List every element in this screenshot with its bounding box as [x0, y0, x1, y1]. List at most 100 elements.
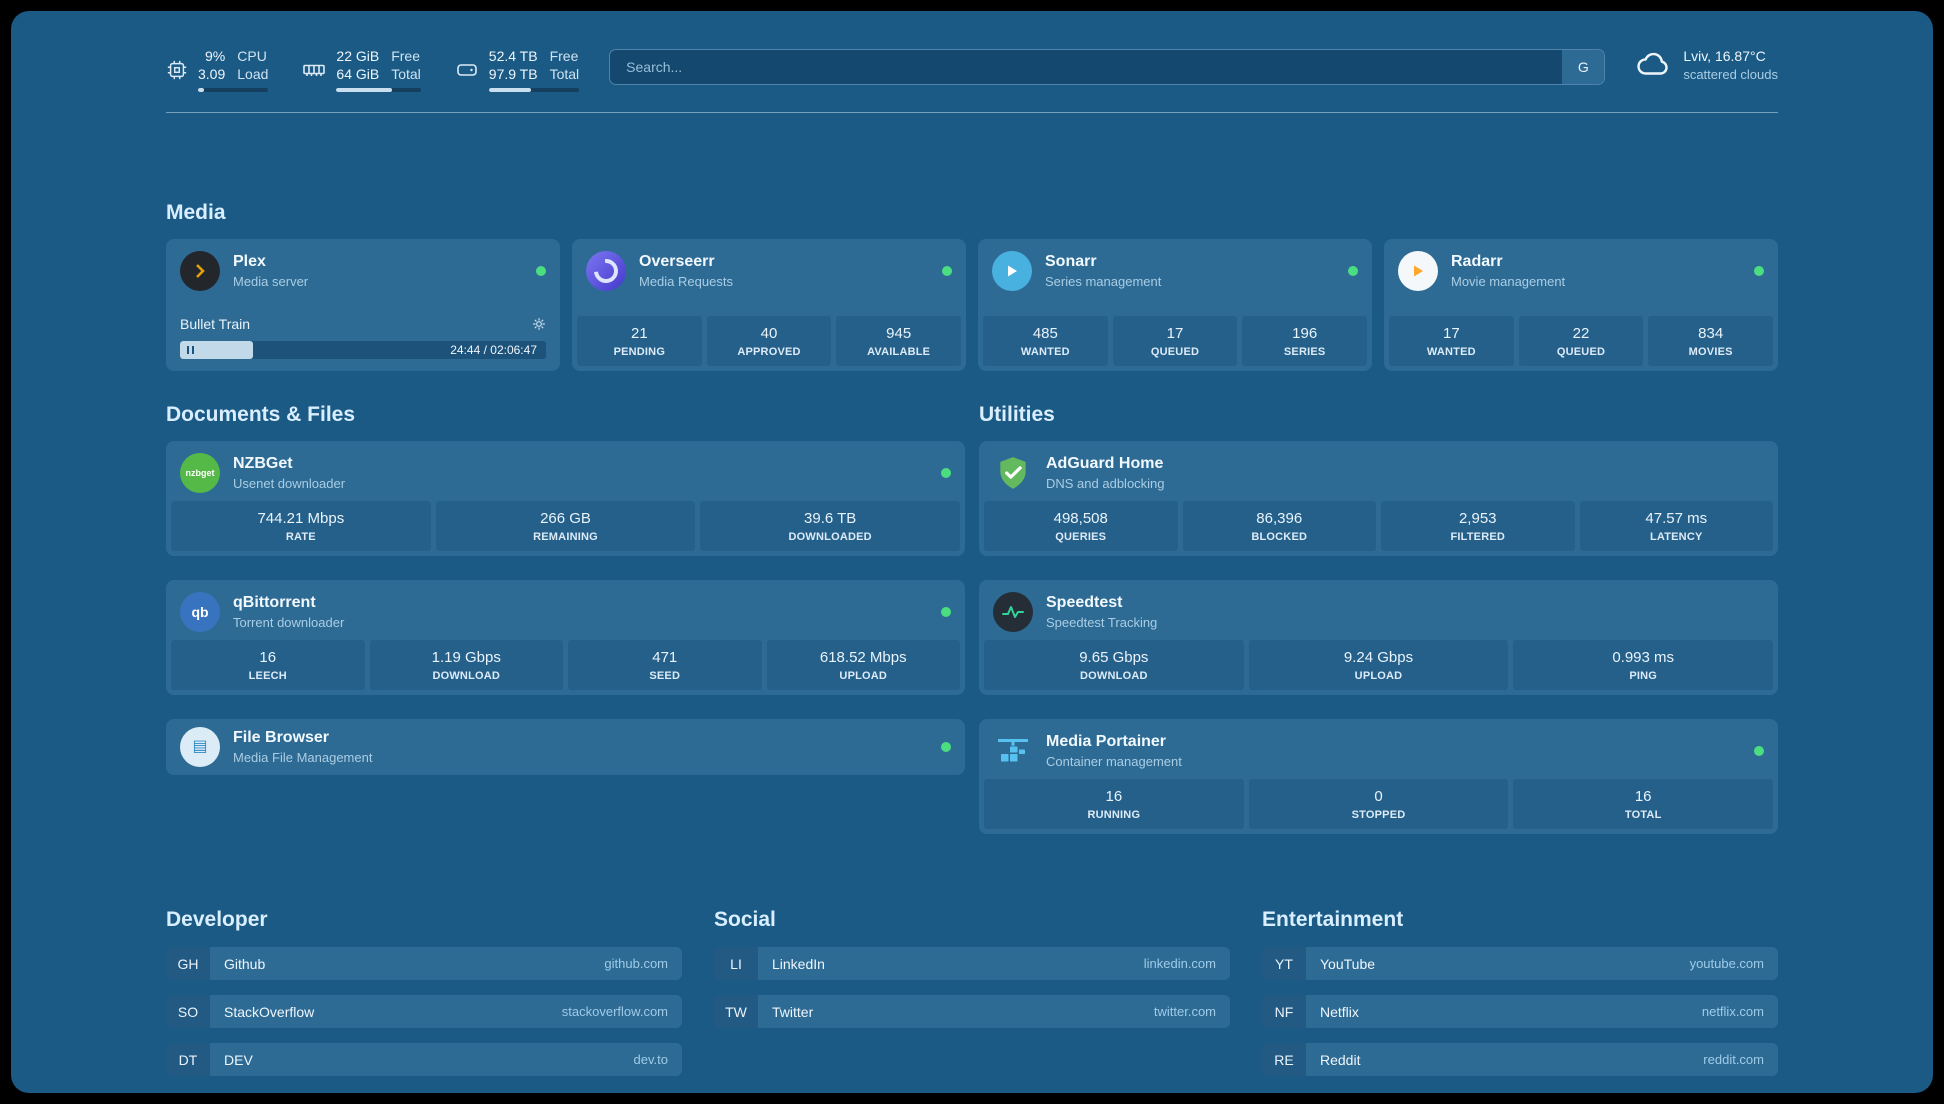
- bookmark-twitter[interactable]: TW Twitter twitter.com: [714, 995, 1230, 1029]
- service-title: qBittorrent: [233, 594, 316, 612]
- plex-now-playing: Bullet Train 24:44 / 02:06:47: [166, 316, 560, 371]
- media-grid: Plex Media server Bullet Train: [166, 239, 1778, 372]
- playback-time: 24:44 / 02:06:47: [450, 343, 537, 358]
- section-title-entertainment: Entertainment: [1262, 908, 1404, 932]
- bookmark-linkedin[interactable]: LI LinkedIn linkedin.com: [714, 947, 1230, 981]
- service-title: NZBGet: [233, 455, 293, 473]
- service-title: Speedtest: [1046, 594, 1123, 612]
- service-title: Media Portainer: [1046, 733, 1167, 751]
- disk-values: 52.4 TB 97.9 TB: [488, 48, 538, 83]
- service-card-portainer[interactable]: Media Portainer Container management 16 …: [979, 719, 1778, 835]
- cpu-widget: 9% 3.09 CPU Load: [166, 47, 269, 93]
- bookmark-domain: youtube.com: [1689, 956, 1764, 972]
- bookmark-name: Netflix: [1320, 1003, 1359, 1020]
- service-card-radarr[interactable]: Radarr Movie management 17 WANTED 22 QUE…: [1384, 239, 1778, 372]
- stats-row: 16 LEECH 1.19 Gbps DOWNLOAD 471 SEED 6: [166, 640, 965, 695]
- bookmark-group-social: Social LI LinkedIn linkedin.com TW Twitt…: [714, 908, 1230, 1076]
- overseerr-icon: [586, 251, 626, 292]
- stat-approved: 40 APPROVED: [706, 316, 832, 367]
- bookmark-name: Reddit: [1320, 1051, 1361, 1068]
- now-playing-title: Bullet Train: [180, 316, 251, 333]
- status-dot: [942, 266, 952, 277]
- service-card-sonarr[interactable]: Sonarr Series management 485 WANTED 17 Q…: [978, 239, 1372, 372]
- stat-running: 16 RUNNING: [984, 779, 1244, 830]
- service-card-qbittorrent[interactable]: qb qBittorrent Torrent downloader 16 LEE…: [166, 580, 965, 696]
- bookmark-abbr: YT: [1262, 947, 1306, 981]
- bookmark-dev[interactable]: DT DEV dev.to: [166, 1043, 682, 1077]
- cloud-icon: [1635, 48, 1671, 83]
- bookmark-abbr: RE: [1262, 1043, 1306, 1077]
- bookmark-youtube[interactable]: YT YouTube youtube.com: [1262, 947, 1778, 981]
- qbittorrent-icon-text: qb: [191, 604, 209, 621]
- bookmark-domain: github.com: [604, 956, 668, 972]
- status-dot: [536, 266, 546, 277]
- service-subtitle: Media File Management: [233, 750, 373, 766]
- service-subtitle: Movie management: [1451, 274, 1566, 290]
- stat-total: 16 TOTAL: [1513, 779, 1774, 830]
- bookmark-abbr: DT: [166, 1043, 210, 1077]
- bookmark-abbr: TW: [714, 995, 758, 1029]
- bookmark-domain: reddit.com: [1703, 1052, 1764, 1068]
- stat-remaining: 266 GB REMAINING: [435, 501, 696, 552]
- weather-widget[interactable]: Lviv, 16.87°C scattered clouds: [1635, 47, 1778, 83]
- bookmark-name: YouTube: [1320, 955, 1376, 972]
- cpu-icon: [166, 59, 188, 81]
- resource-widgets: 9% 3.09 CPU Load: [166, 47, 580, 93]
- gear-icon[interactable]: [532, 317, 546, 331]
- service-subtitle: Usenet downloader: [233, 476, 346, 492]
- stat-ping: 0.993 ms PING: [1513, 640, 1774, 691]
- memory-icon: [302, 58, 326, 82]
- bookmark-domain: dev.to: [633, 1052, 668, 1068]
- memory-values: 22 GiB 64 GiB: [336, 48, 380, 83]
- nzbget-icon-text: nzbget: [185, 468, 215, 479]
- stat-download: 1.19 Gbps DOWNLOAD: [369, 640, 563, 691]
- stat-movies: 834 MOVIES: [1648, 316, 1774, 367]
- service-card-speedtest[interactable]: Speedtest Speedtest Tracking 9.65 Gbps D…: [979, 580, 1778, 696]
- service-title: Overseerr: [639, 253, 715, 271]
- bookmark-netflix[interactable]: NF Netflix netflix.com: [1262, 995, 1778, 1029]
- bookmark-group-developer: Developer GH Github github.com SO StackO…: [166, 908, 682, 1077]
- portainer-icon: [993, 731, 1033, 771]
- service-card-adguard[interactable]: AdGuard Home DNS and adblocking 498,508 …: [979, 441, 1778, 557]
- bookmark-name: Twitter: [772, 1003, 814, 1020]
- stat-stopped: 0 STOPPED: [1248, 779, 1509, 830]
- search-provider-button[interactable]: G: [1562, 50, 1605, 84]
- stats-row: 16 RUNNING 0 STOPPED 16 TOTAL: [979, 779, 1778, 834]
- stat-upload: 9.24 Gbps UPLOAD: [1248, 640, 1509, 691]
- bookmark-group-entertainment: Entertainment YT YouTube youtube.com NF …: [1262, 908, 1778, 1077]
- service-subtitle: Speedtest Tracking: [1046, 615, 1158, 631]
- stat-queries: 498,508 QUERIES: [984, 501, 1178, 552]
- bookmark-stackoverflow[interactable]: SO StackOverflow stackoverflow.com: [166, 995, 682, 1029]
- status-dot: [1348, 266, 1358, 277]
- status-dot: [941, 607, 951, 618]
- stat-blocked: 86,396 BLOCKED: [1182, 501, 1376, 552]
- service-card-filebrowser[interactable]: ▤ File Browser Media File Management: [166, 719, 965, 776]
- service-title: Plex: [233, 253, 266, 271]
- weather-location: Lviv, 16.87°C: [1683, 48, 1766, 64]
- search-input[interactable]: [609, 49, 1606, 85]
- service-subtitle: Torrent downloader: [233, 615, 345, 631]
- utilities-column: Utilities AdGuard Home DNS and a: [979, 403, 1778, 835]
- bookmark-reddit[interactable]: RE Reddit reddit.com: [1262, 1043, 1778, 1077]
- memory-labels: Free Total: [391, 48, 421, 83]
- stat-series: 196 SERIES: [1242, 316, 1368, 367]
- bookmark-github[interactable]: GH Github github.com: [166, 947, 682, 981]
- service-title: Radarr: [1451, 253, 1503, 271]
- adguard-icon: [993, 453, 1033, 493]
- service-card-plex[interactable]: Plex Media server Bullet Train: [166, 239, 560, 372]
- disk-icon: [455, 58, 479, 82]
- service-card-nzbget[interactable]: nzbget NZBGet Usenet downloader 744.21 M…: [166, 441, 965, 557]
- disk-labels: Free Total: [549, 48, 580, 83]
- playback-progress-bar: 24:44 / 02:06:47: [180, 341, 546, 360]
- service-subtitle: Media Requests: [639, 274, 733, 290]
- service-card-overseerr[interactable]: Overseerr Media Requests 21 PENDING 40 A…: [572, 239, 966, 372]
- memory-usage-bar: [336, 88, 421, 93]
- stat-available: 945 AVAILABLE: [836, 316, 962, 367]
- bookmark-name: StackOverflow: [224, 1003, 315, 1020]
- service-title: AdGuard Home: [1046, 455, 1164, 473]
- section-title-developer: Developer: [166, 908, 268, 932]
- bookmark-domain: twitter.com: [1153, 1004, 1216, 1020]
- speedtest-icon: [993, 592, 1033, 633]
- stat-downloaded: 39.6 TB DOWNLOADED: [700, 501, 961, 552]
